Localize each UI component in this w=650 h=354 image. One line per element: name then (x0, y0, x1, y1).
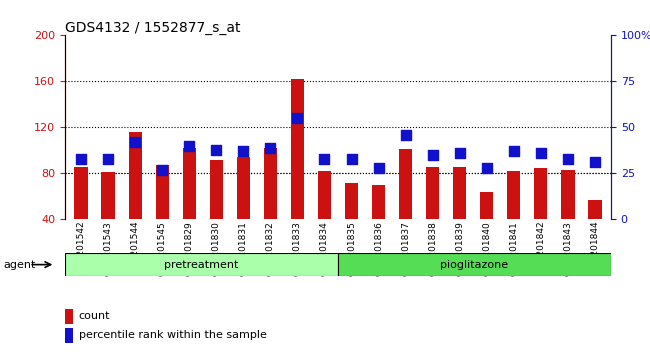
Point (157, 167, 168, 173)
Bar (75, 166, 88, 266)
Point (562, 156, 573, 161)
Point (454, 150, 465, 156)
Bar (291, 79, 304, 266)
Bar (426, 166, 439, 266)
Text: pioglitazone: pioglitazone (441, 259, 508, 270)
Point (292, 115, 303, 121)
Bar (65, 309, 73, 324)
Bar (344, 183, 358, 266)
Bar (480, 192, 493, 266)
Point (508, 149, 519, 154)
Text: pretreatment: pretreatment (164, 259, 239, 270)
Bar (507, 171, 521, 266)
Point (428, 152, 438, 158)
Point (130, 139, 140, 145)
Bar (183, 148, 196, 266)
Bar (534, 168, 547, 266)
Point (76, 156, 86, 161)
Bar (318, 171, 332, 266)
Bar (129, 132, 142, 266)
Point (211, 147, 222, 152)
Bar (588, 200, 601, 266)
Point (400, 132, 411, 138)
Point (482, 165, 492, 171)
Point (265, 145, 276, 150)
Point (536, 150, 546, 156)
Bar (101, 172, 115, 266)
Text: count: count (79, 311, 110, 321)
Point (373, 165, 384, 171)
Bar (453, 166, 467, 266)
Point (238, 149, 248, 154)
Bar (65, 328, 73, 343)
Bar (237, 157, 250, 266)
Bar (561, 170, 575, 266)
Bar (399, 149, 412, 266)
Point (184, 143, 194, 149)
Bar (372, 185, 385, 266)
Bar (155, 165, 169, 266)
Point (319, 156, 330, 161)
Text: GDS4132 / 1552877_s_at: GDS4132 / 1552877_s_at (65, 21, 240, 35)
Point (590, 160, 600, 165)
Point (103, 156, 114, 161)
FancyBboxPatch shape (65, 253, 338, 276)
Text: agent: agent (3, 259, 36, 270)
Point (346, 156, 357, 161)
Bar (264, 148, 277, 266)
Text: percentile rank within the sample: percentile rank within the sample (79, 330, 266, 341)
Bar (209, 160, 223, 266)
FancyBboxPatch shape (338, 253, 611, 276)
